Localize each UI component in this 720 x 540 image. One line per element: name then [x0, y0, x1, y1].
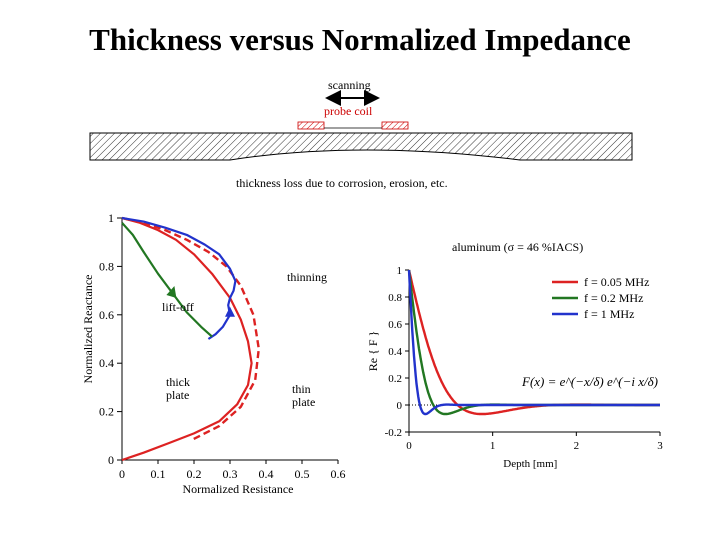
lift-off-arrow-head [166, 286, 177, 299]
lift-off-annotation: lift-off [162, 300, 194, 314]
impedance-x-tick-label: 0.4 [259, 467, 274, 481]
plate [89, 132, 633, 161]
material-annotation: aluminum (σ = 46 %IACS) [452, 240, 583, 254]
impedance-x-axis-label: Normalized Resistance [183, 482, 294, 496]
profile-x-tick-label: 1 [490, 440, 496, 452]
series-thinning-1-mhz [121, 216, 237, 340]
profile-y-tick-label: 0.4 [388, 346, 402, 358]
probe-coil-label: probe coil [324, 104, 373, 118]
impedance-y-tick-label: 1 [108, 211, 114, 225]
field-formula: F(x) = e^(−x/δ) e^(−i x/δ) [521, 374, 658, 389]
series-lift-off-0-2-mhz [121, 222, 213, 338]
profile-y-tick-label: 0.2 [388, 373, 402, 385]
impedance-y-tick-label: 0 [108, 453, 114, 467]
impedance-x-tick-label: 0.1 [151, 467, 166, 481]
profile-x-axis-label: Depth [mm] [503, 458, 557, 470]
impedance-y-tick-label: 0.4 [99, 356, 114, 370]
series-thick-plate [121, 216, 253, 462]
probe-coil-right [381, 121, 409, 130]
scanning-label: scanning [328, 78, 371, 92]
impedance-y-axis-label: Normalized Reactance [81, 275, 95, 384]
profile-y-axis-label: Re { F } [366, 331, 380, 372]
profile-series-1 [407, 269, 660, 416]
impedance-x-tick-label: 0.3 [223, 467, 238, 481]
probe-coil-left [297, 121, 325, 130]
impedance-x-tick-label: 0.6 [331, 467, 346, 481]
profile-x-tick-label: 0 [406, 440, 412, 452]
profile-x-tick-label: 3 [657, 440, 663, 452]
profile-y-tick-label: 0.6 [388, 319, 402, 331]
impedance-x-tick-label: 0.5 [295, 467, 310, 481]
impedance-x-tick-label: 0 [119, 467, 125, 481]
thinning-arrow-head [225, 306, 235, 317]
impedance-y-tick-label: 0.2 [99, 405, 114, 419]
legend-label: f = 0.05 MHz [584, 275, 649, 289]
thickness-loss-label: thickness loss due to corrosion, erosion… [236, 176, 448, 190]
thinning-annotation: thinning [287, 270, 327, 284]
profile-y-tick-label: 0.8 [388, 292, 402, 304]
impedance-y-tick-label: 0.6 [99, 308, 114, 322]
profile-y-tick-label: 0 [397, 400, 403, 412]
impedance-x-tick-label: 0.2 [187, 467, 202, 481]
slide-title: Thickness versus Normalized Impedance [89, 22, 631, 57]
thin-plate-annotation: thin plate [292, 382, 315, 409]
profile-x-tick-label: 2 [574, 440, 580, 452]
profile-y-tick-label: 1 [397, 265, 403, 277]
series-thin-plate [121, 216, 260, 442]
profile-y-tick-label: -0.2 [385, 427, 402, 439]
thick-plate-annotation: thick plate [166, 375, 190, 402]
legend-label: f = 1 MHz [584, 307, 634, 321]
impedance-y-tick-label: 0.8 [99, 259, 114, 273]
legend-label: f = 0.2 MHz [584, 291, 643, 305]
